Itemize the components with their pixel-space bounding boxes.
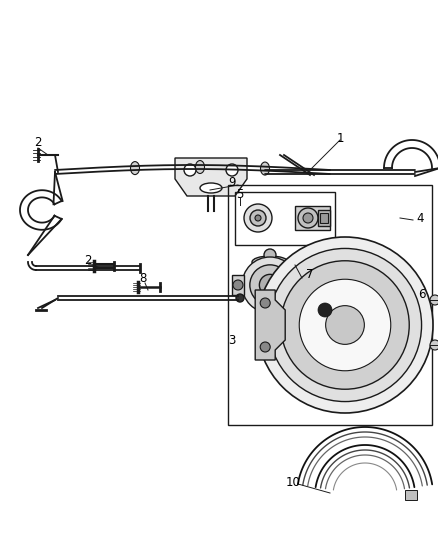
Bar xyxy=(296,275,308,295)
Bar xyxy=(235,192,335,245)
Circle shape xyxy=(242,257,298,313)
Circle shape xyxy=(268,248,421,401)
Text: 2: 2 xyxy=(34,136,42,149)
Circle shape xyxy=(281,261,409,389)
Circle shape xyxy=(255,215,261,221)
Bar xyxy=(252,262,288,280)
Circle shape xyxy=(318,303,332,317)
Circle shape xyxy=(257,237,433,413)
Circle shape xyxy=(250,210,266,226)
Circle shape xyxy=(303,213,313,223)
Circle shape xyxy=(259,274,281,296)
Circle shape xyxy=(298,208,318,228)
Circle shape xyxy=(264,249,276,261)
Bar xyxy=(232,275,244,295)
Text: 5: 5 xyxy=(237,189,244,201)
Circle shape xyxy=(244,204,272,232)
Ellipse shape xyxy=(131,161,139,175)
Polygon shape xyxy=(175,158,247,196)
Ellipse shape xyxy=(195,160,205,174)
Text: 10: 10 xyxy=(286,475,300,489)
Circle shape xyxy=(325,305,364,344)
Text: 9: 9 xyxy=(228,176,236,190)
Bar xyxy=(228,185,432,425)
Circle shape xyxy=(226,164,238,176)
Ellipse shape xyxy=(261,162,269,175)
Text: 3: 3 xyxy=(228,334,236,346)
Circle shape xyxy=(299,279,391,371)
Circle shape xyxy=(260,342,270,352)
Text: 4: 4 xyxy=(416,212,424,224)
Circle shape xyxy=(299,280,309,290)
Polygon shape xyxy=(255,290,285,360)
Text: 1: 1 xyxy=(336,132,344,144)
Ellipse shape xyxy=(236,294,244,302)
Circle shape xyxy=(250,265,290,305)
Text: 2: 2 xyxy=(84,254,92,268)
Text: 7: 7 xyxy=(306,269,314,281)
Text: 8: 8 xyxy=(139,271,147,285)
Circle shape xyxy=(260,298,270,308)
Circle shape xyxy=(430,295,438,305)
Bar xyxy=(320,213,328,223)
Ellipse shape xyxy=(252,256,288,268)
Bar xyxy=(405,490,417,500)
Bar xyxy=(295,206,330,230)
Text: 6: 6 xyxy=(418,288,426,302)
Circle shape xyxy=(184,164,196,176)
Ellipse shape xyxy=(200,183,222,193)
Circle shape xyxy=(233,280,243,290)
Circle shape xyxy=(430,340,438,350)
Bar xyxy=(318,210,330,226)
